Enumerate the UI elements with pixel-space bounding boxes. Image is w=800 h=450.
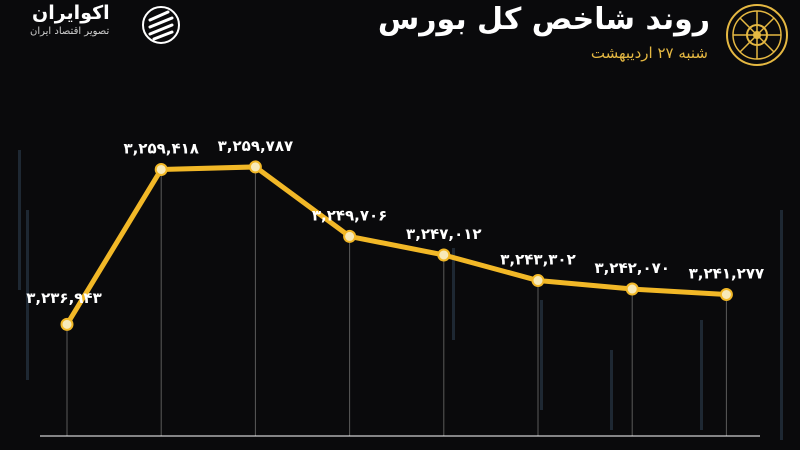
data-point	[531, 274, 545, 288]
data-label: ۳,۲۴۷,۰۱۲	[406, 225, 481, 243]
page-title: روند شاخص کل بورس	[377, 2, 710, 37]
ecoiran-logo-icon	[142, 6, 180, 44]
background-bar	[18, 150, 21, 290]
background-bar	[540, 300, 543, 410]
data-label: ۳,۲۴۹,۷۰۶	[312, 206, 387, 224]
data-point	[154, 162, 168, 176]
background-bar	[26, 210, 29, 380]
data-label: ۳,۲۴۱,۲۷۷	[689, 264, 764, 282]
data-point	[60, 317, 74, 331]
brand-name: اکوایران	[32, 2, 110, 24]
data-point	[343, 229, 357, 243]
data-label: ۳,۲۵۹,۷۸۷	[218, 137, 293, 155]
vertical-gridlines	[66, 166, 727, 436]
background-bars	[18, 150, 783, 440]
exchange-seal-icon	[726, 4, 788, 66]
brand-block: اکوایران تصویر اقتصاد ایران	[22, 2, 192, 48]
data-point	[248, 160, 262, 174]
data-point	[437, 248, 451, 262]
data-points	[60, 160, 733, 331]
data-label: ۳,۲۵۹,۴۱۸	[123, 139, 198, 157]
series-line	[64, 164, 729, 327]
data-label: ۳,۲۴۲,۰۷۰	[594, 259, 669, 277]
background-bar	[610, 350, 613, 430]
background-bar	[452, 248, 455, 340]
page-date: شنبه ۲۷ اردیبهشت	[590, 44, 708, 62]
data-label: ۳,۲۳۶,۹۴۳	[26, 289, 101, 307]
background-bar	[700, 320, 703, 430]
data-point	[719, 287, 733, 301]
data-labels: ۳,۲۳۶,۹۴۳ ۳,۲۵۹,۴۱۸ ۳,۲۵۹,۷۸۷ ۳,۲۴۹,۷۰۶ ۳,۲۴…	[26, 137, 764, 307]
brand-tagline: تصویر اقتصاد ایران	[30, 26, 110, 37]
data-label: ۳,۲۴۳,۳۰۲	[500, 251, 575, 269]
data-point	[625, 282, 639, 296]
background-bar	[780, 210, 783, 440]
